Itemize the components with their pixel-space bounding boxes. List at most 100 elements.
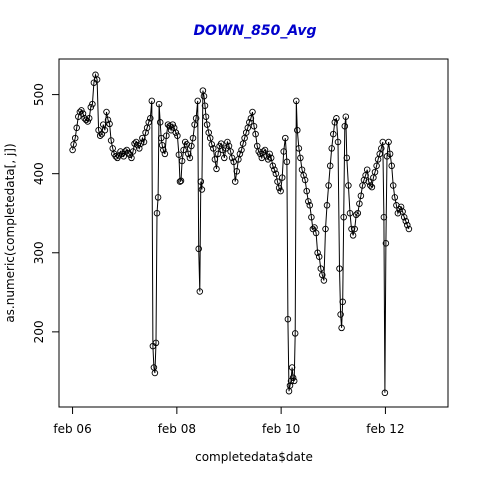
data-point: [385, 138, 392, 146]
data-point: [203, 121, 211, 128]
data-point: [106, 120, 113, 128]
data-point: [189, 134, 197, 142]
data-point: [271, 166, 278, 173]
data-point: [125, 149, 132, 157]
data-point: [381, 389, 389, 397]
data-point: [73, 124, 80, 132]
data-point: [250, 122, 258, 130]
data-point: [356, 200, 363, 207]
data-point: [177, 177, 185, 185]
plot-frame: [58, 58, 449, 408]
data-point: [391, 194, 399, 201]
data-point: [198, 186, 206, 193]
data-point: [195, 245, 202, 253]
data-point: [315, 253, 323, 260]
data-point: [339, 298, 346, 306]
data-point: [294, 126, 301, 134]
data-point: [192, 115, 200, 122]
data-point: [402, 217, 410, 225]
data-point: [330, 130, 337, 138]
data-point: [334, 138, 342, 146]
data-point: [79, 110, 87, 117]
data-point: [373, 162, 380, 170]
data-point: [266, 150, 273, 158]
data-point: [312, 229, 320, 237]
data-point: [236, 150, 244, 158]
data-point: [277, 187, 284, 195]
data-point: [238, 146, 245, 154]
data-point: [393, 202, 400, 209]
y-tick-label: 500: [32, 83, 46, 106]
data-point: [249, 108, 256, 116]
data-point: [394, 209, 402, 217]
data-point: [231, 178, 239, 185]
data-point: [287, 377, 295, 385]
data-point: [115, 152, 123, 159]
data-point: [131, 140, 138, 147]
data-point: [160, 146, 167, 154]
data-point: [123, 146, 131, 154]
data-point: [169, 121, 176, 128]
data-point: [96, 132, 104, 139]
data-point: [196, 288, 204, 295]
data-point: [132, 138, 140, 146]
data-point: [280, 148, 287, 155]
data-point: [139, 134, 146, 142]
data-point: [291, 330, 299, 337]
data-point: [151, 369, 159, 377]
data-point: [166, 122, 173, 130]
data-point: [233, 168, 241, 175]
data-point: [357, 192, 365, 200]
data-point: [345, 182, 352, 189]
data-point: [128, 154, 135, 162]
data-point: [154, 194, 162, 201]
data-point: [317, 265, 325, 272]
data-point: [284, 315, 292, 323]
data-point: [202, 113, 210, 120]
data-point: [76, 108, 84, 116]
data-point: [282, 134, 289, 142]
data-point: [112, 153, 120, 160]
x-tick-label: feb 12: [366, 422, 404, 436]
data-point: [293, 97, 300, 105]
data-point: [82, 116, 90, 124]
data-point: [267, 154, 275, 162]
data-point: [224, 138, 231, 146]
data-point: [153, 209, 161, 217]
data-point: [309, 225, 317, 233]
data-point: [289, 374, 297, 381]
data-point: [174, 132, 181, 139]
data-point: [227, 148, 234, 155]
data-point: [208, 141, 216, 148]
x-tick-label: feb 10: [262, 422, 300, 436]
data-point: [197, 178, 205, 185]
data-point: [104, 116, 112, 124]
x-axis-label: completedata$date: [195, 450, 313, 464]
data-point: [145, 119, 152, 126]
data-point: [201, 102, 209, 109]
data-point: [297, 154, 304, 162]
data-point: [290, 377, 298, 385]
data-point: [129, 148, 137, 155]
data-point: [342, 113, 350, 120]
data-point: [261, 146, 269, 154]
data-point: [314, 249, 321, 257]
y-tick-label: 300: [32, 241, 46, 264]
data-point: [219, 146, 226, 154]
data-point: [295, 145, 303, 152]
data-point: [217, 140, 225, 147]
x-tick-label: feb 08: [158, 422, 196, 436]
data-point: [176, 178, 184, 185]
data-point: [121, 148, 129, 155]
data-point: [286, 382, 294, 389]
data-point: [152, 339, 160, 347]
data-point: [172, 129, 180, 136]
data-point: [84, 118, 91, 125]
data-point: [326, 162, 334, 170]
x-tick-label: feb 06: [53, 422, 91, 436]
data-point: [333, 115, 340, 122]
data-point: [354, 209, 362, 217]
series-line: [72, 72, 410, 393]
data-point: [404, 221, 411, 229]
data-point: [341, 122, 349, 130]
